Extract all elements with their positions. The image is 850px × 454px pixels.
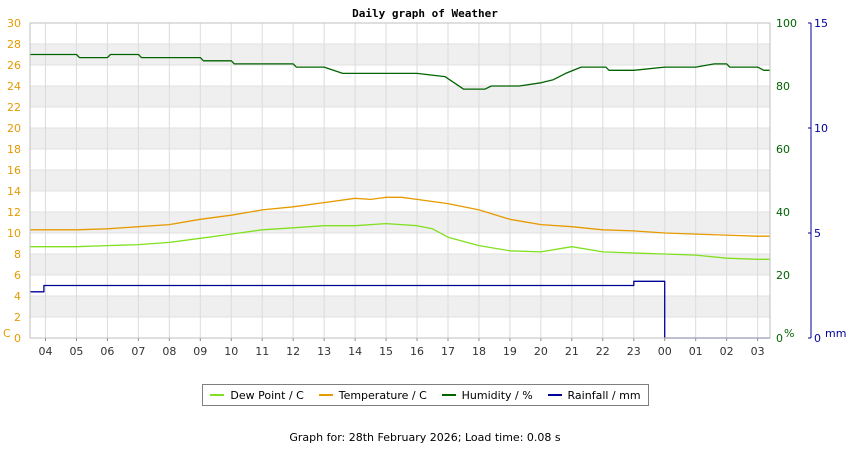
left-tick-label: 30 xyxy=(7,17,21,30)
legend-swatch-temperature xyxy=(318,394,333,396)
legend-item-rainfall: Rainfall / mm xyxy=(547,388,641,402)
left-axis-unit: C xyxy=(3,327,11,340)
plot-bands xyxy=(30,23,770,338)
left-tick-label: 10 xyxy=(7,227,21,240)
legend-item-humidity: Humidity / % xyxy=(441,388,533,402)
left-tick-label: 12 xyxy=(7,206,21,219)
chart-legend: Dew Point / C Temperature / C Humidity /… xyxy=(202,384,649,406)
left-tick-label: 24 xyxy=(7,80,21,93)
humidity-tick-label: 80 xyxy=(776,80,790,93)
grid-band xyxy=(30,212,770,233)
x-tick-label: 18 xyxy=(472,345,486,358)
left-tick-label: 16 xyxy=(7,164,21,177)
left-tick-label: 0 xyxy=(14,332,21,345)
left-tick-label: 26 xyxy=(7,59,21,72)
humidity-tick-label: 20 xyxy=(776,269,790,282)
series-line-humidity xyxy=(30,53,770,90)
left-tick-label: 4 xyxy=(14,290,21,303)
grid-band xyxy=(30,296,770,317)
rain-tick-label: 10 xyxy=(814,122,828,135)
x-tick-label: 05 xyxy=(69,345,83,358)
series-line-rainfall xyxy=(30,280,770,339)
humidity-tick-label: 60 xyxy=(776,143,790,156)
series-line-dew xyxy=(30,222,770,260)
x-tick-label: 07 xyxy=(131,345,145,358)
rain-tick-label: 5 xyxy=(814,227,821,240)
x-tick-label: 10 xyxy=(224,345,238,358)
series-line-temperature xyxy=(30,196,770,237)
left-tick-label: 20 xyxy=(7,122,21,135)
grid-band xyxy=(30,86,770,107)
x-tick-label: 21 xyxy=(565,345,579,358)
legend-label-humidity: Humidity / % xyxy=(461,388,533,402)
rain-tick-label: 15 xyxy=(814,17,828,30)
x-tick-label: 15 xyxy=(379,345,393,358)
x-tick-label: 13 xyxy=(317,345,331,358)
left-tick-label: 14 xyxy=(7,185,21,198)
grid-band xyxy=(30,254,770,275)
legend-label-temperature: Temperature / C xyxy=(338,388,427,402)
humidity-tick-label: 40 xyxy=(776,206,790,219)
legend-swatch-rainfall xyxy=(547,394,562,396)
legend-item-dewpoint: Dew Point / C xyxy=(210,388,304,402)
x-tick-label: 06 xyxy=(100,345,114,358)
series-layer xyxy=(30,53,770,339)
x-tick-label: 00 xyxy=(658,345,672,358)
x-tick-label: 08 xyxy=(162,345,176,358)
rain-tick-label: 0 xyxy=(814,332,821,345)
rain-axis-unit: mm xyxy=(825,327,846,340)
legend-swatch-humidity xyxy=(441,394,456,396)
grid-band xyxy=(30,128,770,149)
x-tick-label: 04 xyxy=(38,345,52,358)
axes-layer: 04 05 06 07 08 09 10 11 12 13 14 15 16 17 18 19 20 21 22 23… xyxy=(3,17,846,358)
x-tick-label: 11 xyxy=(255,345,269,358)
grid-band xyxy=(30,44,770,65)
left-tick-label: 8 xyxy=(14,248,21,261)
x-tick-label: 17 xyxy=(441,345,455,358)
left-tick-label: 6 xyxy=(14,269,21,282)
humidity-tick-label: 0 xyxy=(776,332,783,345)
x-tick-label: 23 xyxy=(627,345,641,358)
x-tick-label: 02 xyxy=(720,345,734,358)
x-tick-label: 03 xyxy=(751,345,765,358)
plot-frame xyxy=(29,22,771,339)
x-tick-label: 01 xyxy=(689,345,703,358)
chart-title: Daily graph of Weather xyxy=(352,7,498,20)
left-tick-label: 28 xyxy=(7,38,21,51)
grid-band xyxy=(30,170,770,191)
legend-item-temperature: Temperature / C xyxy=(318,388,427,402)
left-tick-label: 22 xyxy=(7,101,21,114)
x-tick-label: 09 xyxy=(193,345,207,358)
left-tick-label: 18 xyxy=(7,143,21,156)
legend-swatch-dewpoint xyxy=(210,394,225,396)
humidity-tick-label: 100 xyxy=(776,17,797,30)
x-tick-label: 16 xyxy=(410,345,424,358)
x-tick-label: 14 xyxy=(348,345,362,358)
chart-footer: Graph for: 28th February 2026; Load time… xyxy=(289,431,561,444)
humidity-axis-unit: % xyxy=(784,327,794,340)
legend-label-rainfall: Rainfall / mm xyxy=(567,388,641,402)
left-tick-label: 2 xyxy=(14,311,21,324)
x-tick-label: 12 xyxy=(286,345,300,358)
x-tick-label: 22 xyxy=(596,345,610,358)
x-tick-label: 20 xyxy=(534,345,548,358)
x-tick-label: 19 xyxy=(503,345,517,358)
legend-label-dewpoint: Dew Point / C xyxy=(230,388,304,402)
